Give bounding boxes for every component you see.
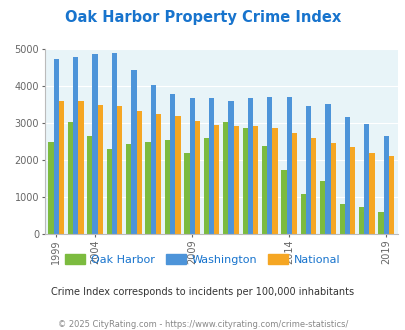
Bar	[272, 128, 277, 234]
Bar	[324, 104, 330, 234]
Bar	[209, 98, 214, 234]
Bar	[252, 126, 258, 234]
Bar	[281, 170, 286, 234]
Bar	[388, 155, 393, 234]
Bar	[214, 125, 219, 234]
Text: © 2025 CityRating.com - https://www.cityrating.com/crime-statistics/: © 2025 CityRating.com - https://www.city…	[58, 320, 347, 329]
Bar	[194, 121, 200, 234]
Bar	[266, 97, 272, 234]
Bar	[175, 116, 180, 234]
Bar	[286, 97, 291, 234]
Bar	[305, 106, 311, 234]
Bar	[344, 117, 349, 234]
Bar	[358, 207, 363, 234]
Bar	[261, 146, 266, 234]
Bar	[136, 111, 141, 234]
Text: Oak Harbor Property Crime Index: Oak Harbor Property Crime Index	[65, 10, 340, 25]
Bar	[126, 144, 131, 234]
Bar	[92, 54, 98, 234]
Bar	[68, 121, 73, 234]
Bar	[242, 128, 247, 234]
Bar	[349, 147, 354, 234]
Bar	[117, 106, 122, 234]
Bar	[291, 133, 296, 234]
Bar	[156, 114, 161, 234]
Bar	[164, 140, 170, 234]
Bar	[363, 124, 369, 234]
Bar	[145, 142, 150, 234]
Bar	[48, 142, 53, 234]
Bar	[203, 138, 209, 234]
Bar	[184, 153, 189, 234]
Bar	[87, 136, 92, 234]
Legend: Oak Harbor, Washington, National: Oak Harbor, Washington, National	[61, 250, 344, 269]
Bar	[377, 212, 383, 234]
Bar	[170, 94, 175, 234]
Bar	[247, 98, 252, 234]
Bar	[223, 121, 228, 234]
Bar	[233, 126, 238, 234]
Bar	[73, 57, 78, 234]
Bar	[330, 143, 335, 234]
Bar	[383, 136, 388, 234]
Bar	[107, 149, 112, 234]
Bar	[300, 194, 305, 234]
Bar	[369, 153, 374, 234]
Bar	[112, 53, 117, 234]
Bar	[59, 101, 64, 234]
Bar	[53, 59, 59, 234]
Text: Crime Index corresponds to incidents per 100,000 inhabitants: Crime Index corresponds to incidents per…	[51, 287, 354, 297]
Bar	[131, 70, 136, 234]
Bar	[189, 98, 194, 234]
Bar	[78, 101, 83, 234]
Bar	[320, 181, 324, 234]
Bar	[98, 105, 103, 234]
Bar	[228, 101, 233, 234]
Bar	[150, 84, 156, 234]
Bar	[311, 138, 315, 234]
Bar	[339, 204, 344, 234]
